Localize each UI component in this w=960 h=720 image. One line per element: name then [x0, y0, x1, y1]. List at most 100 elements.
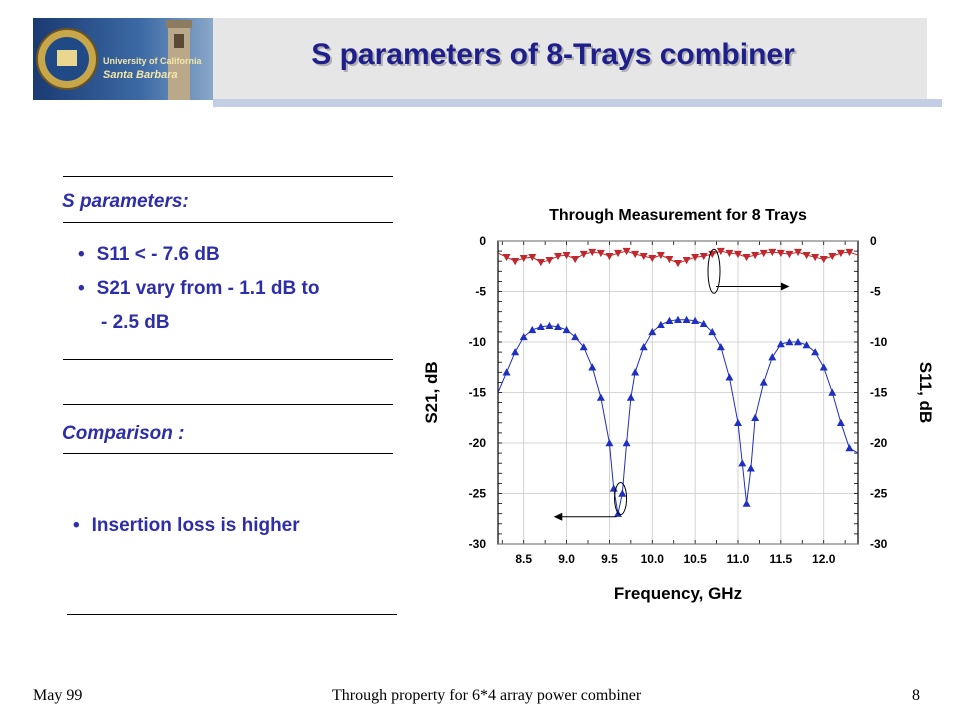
series-2-point — [746, 464, 755, 472]
series-2-point — [618, 489, 627, 497]
series-1-point — [751, 251, 760, 260]
series-1-point — [691, 253, 700, 262]
series-2-point — [545, 321, 554, 330]
series-2-point — [648, 327, 657, 336]
divider-line — [63, 359, 393, 360]
series-1-point — [545, 256, 554, 265]
footer-date: May 99 — [33, 687, 83, 704]
arrowhead-icon — [780, 282, 790, 291]
series-1-point — [725, 249, 734, 258]
comparison-heading: Comparison : — [62, 423, 185, 444]
series-1-point — [511, 258, 520, 266]
y-axis-label-left: S21, dB — [422, 361, 441, 423]
x-tick-label: 12.0 — [812, 552, 836, 566]
footer-caption: Through property for 6*4 array power com… — [332, 687, 642, 704]
series-1-point — [631, 250, 640, 259]
series-1-point — [536, 259, 545, 267]
series-1-point — [588, 248, 597, 257]
series-2-point — [759, 378, 768, 386]
series-1-point — [648, 254, 657, 263]
series-2-point — [742, 499, 751, 507]
series-2-point — [682, 315, 691, 323]
series-2-point — [776, 340, 785, 348]
series-1-point — [811, 253, 820, 262]
series-1-point — [785, 250, 794, 259]
y-tick-label-left: -15 — [469, 386, 487, 400]
y-tick-label-right: 0 — [870, 234, 877, 248]
series-1-point — [562, 251, 571, 260]
annotation-ellipse — [707, 248, 721, 294]
series-2-point — [674, 315, 682, 323]
series-1-point — [734, 250, 742, 259]
bullet-text: S11 < - 7.6 dB — [96, 244, 220, 265]
series-2-point — [699, 319, 708, 328]
series-1-point — [656, 251, 665, 260]
y-tick-label-left: -30 — [469, 537, 487, 551]
y-tick-label-left: -5 — [475, 285, 486, 299]
series-2-point — [639, 343, 648, 351]
series-1-point — [819, 255, 828, 264]
series-2-point — [665, 316, 674, 324]
y-tick-label-left: -25 — [469, 487, 487, 501]
series-2-point — [622, 439, 631, 447]
y-tick-label-left: 0 — [479, 234, 486, 248]
university-logo: University of California Santa Barbara — [33, 18, 213, 100]
series-1-point — [622, 247, 631, 256]
divider-line — [67, 614, 397, 615]
series-1-point — [776, 249, 785, 258]
header-rule — [213, 99, 942, 107]
divider-line — [63, 404, 393, 405]
series-2-point — [716, 343, 725, 351]
series-1-point — [554, 252, 562, 261]
series-2-point — [656, 320, 665, 329]
series-2-point — [845, 444, 854, 452]
series-2-point — [691, 316, 700, 324]
page-number: 8 — [912, 687, 920, 704]
x-tick-label: 9.5 — [601, 552, 618, 566]
series-1-point — [742, 253, 751, 262]
series-1-point — [768, 248, 777, 257]
series-1-point — [519, 254, 528, 263]
logo-text-line2: Santa Barbara — [103, 69, 178, 81]
bullet-dot-icon: • — [78, 244, 85, 265]
y-tick-label-left: -20 — [469, 436, 487, 450]
x-axis-label: Frequency, GHz — [614, 584, 742, 603]
series-2-point — [725, 373, 734, 381]
bullet-dot-icon: • — [73, 515, 80, 536]
series-1-point — [571, 255, 580, 264]
series-2-point — [738, 459, 747, 467]
bullet-item: • S21 vary from - 1.1 dB to — [78, 278, 319, 300]
series-2-point — [596, 393, 605, 401]
s-parameter-chart: Through Measurement for 8 Trays 8.5 9.0 9.5… — [422, 207, 935, 603]
y-tick-label-right: -30 — [870, 537, 888, 551]
series-2-point — [519, 332, 528, 341]
series-1-point — [794, 248, 802, 257]
series-2-point — [785, 338, 794, 346]
y-tick-label-right: -10 — [870, 335, 888, 349]
series-2-point — [511, 348, 520, 356]
series-2-point — [605, 439, 614, 447]
y-tick-label-right: -5 — [870, 285, 881, 299]
bullet-text: Insertion loss is higher — [91, 515, 300, 536]
series-2-point — [708, 327, 717, 336]
series-1-point — [845, 248, 854, 257]
series-2-point — [626, 393, 635, 401]
x-tick-label: 10.0 — [641, 552, 665, 566]
series-1-point — [579, 250, 588, 259]
x-tick-label: 8.5 — [515, 552, 532, 566]
x-tick-label: 10.5 — [683, 552, 707, 566]
bullet-text: S21 vary from - 1.1 dB to — [96, 278, 320, 299]
series-2-point — [751, 413, 760, 421]
series-2-point — [528, 325, 537, 334]
y-axis-label-right: S11, dB — [916, 362, 935, 423]
series-1-point — [836, 249, 845, 258]
arrowhead-icon — [553, 512, 563, 521]
series-1-point — [682, 256, 691, 265]
series-1-point — [528, 253, 537, 262]
logo-text-line1: University of California — [103, 56, 203, 66]
series-1-point — [605, 252, 614, 261]
series-2-point — [562, 325, 571, 334]
series-2-point — [631, 368, 640, 376]
y-tick-label-right: -20 — [870, 436, 888, 450]
series-2-point — [588, 363, 597, 371]
